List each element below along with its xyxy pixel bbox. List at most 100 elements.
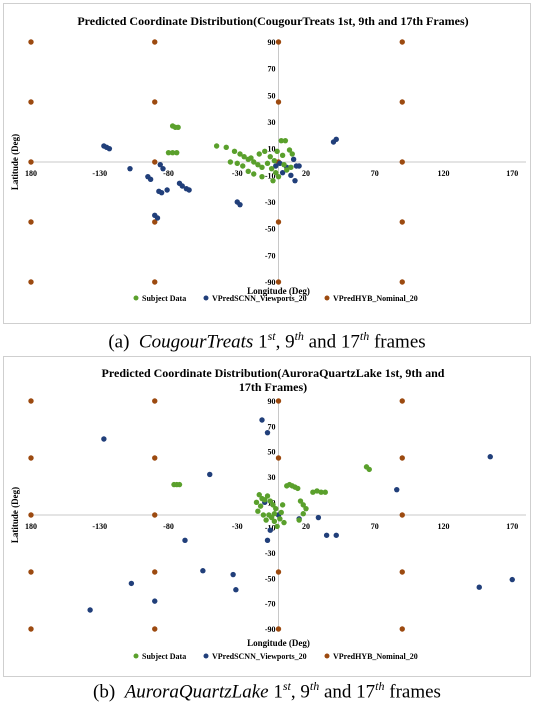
subject-data-point: [278, 509, 284, 516]
x-tick-label: 170: [506, 169, 518, 178]
subject-data-point: [318, 489, 324, 495]
y-tick-label: -30: [265, 198, 276, 207]
vpredhyb-point: [28, 512, 34, 518]
subject-data-point: [296, 517, 302, 523]
y-tick-label: 90: [268, 397, 276, 406]
vpredhyb-point: [275, 39, 282, 45]
vpredscnn-point: [279, 169, 286, 176]
subject-data-point: [279, 502, 286, 508]
legend-marker-vpredhyb: [324, 653, 330, 659]
vpredhyb-point: [152, 398, 158, 404]
vpredscnn-point: [160, 165, 166, 172]
caption-sup-2: th: [294, 329, 304, 343]
vpredhyb-point: [28, 159, 34, 165]
x-tick-label: -30: [232, 169, 243, 178]
vpredhyb-point: [399, 39, 405, 45]
legend-marker-subject-data: [133, 653, 139, 659]
vpredscnn-point: [158, 189, 165, 196]
chart-title: Predicted Coordinate Distribution(Aurora…: [102, 366, 445, 380]
vpredhyb-point: [399, 99, 405, 105]
caption-sup-3: th: [359, 329, 370, 343]
y-tick-label: 30: [268, 118, 276, 127]
vpredscnn-point: [127, 165, 133, 172]
caption-a: (a) CougourTreats 1st, 9th and 17th fram…: [108, 329, 426, 353]
subject-data-point: [273, 169, 279, 176]
vpredhyb-point: [152, 159, 158, 165]
x-tick-label: 180: [25, 169, 37, 178]
subject-data-point: [277, 516, 283, 522]
vpredhyb-point: [275, 99, 282, 105]
vpredscnn-point: [333, 532, 339, 538]
x-tick-label: -80: [163, 169, 174, 178]
subject-data-point: [255, 508, 261, 514]
y-axis-label: Latitude (Deg): [10, 134, 20, 190]
vpredhyb-point: [152, 219, 158, 225]
subject-data-point: [314, 488, 320, 494]
x-tick-label: 120: [438, 169, 450, 178]
vpredscnn-point: [273, 163, 279, 169]
vpredscnn-point: [296, 163, 302, 169]
subject-data-point: [176, 481, 183, 488]
vpredhyb-point: [275, 455, 282, 461]
y-tick-label: 30: [268, 473, 276, 482]
vpredhyb-point: [28, 455, 34, 461]
subject-data-point: [213, 143, 220, 149]
vpredscnn-point: [186, 187, 192, 193]
subject-data-point: [256, 151, 262, 157]
subject-data-point: [227, 159, 234, 165]
caption-frame-2: 9: [285, 331, 295, 353]
y-tick-label: -50: [265, 574, 276, 583]
caption-sup-3: th: [375, 679, 385, 693]
caption-tail: frames: [373, 331, 426, 353]
caption-frame-3: 17: [340, 331, 360, 353]
subject-data-point: [255, 161, 261, 168]
y-tick-label: -70: [265, 251, 276, 260]
subject-data-point: [169, 149, 176, 156]
x-tick-label: -130: [92, 522, 107, 531]
subject-data-point: [282, 137, 289, 144]
subject-data-point: [286, 147, 293, 153]
y-tick-label: -10: [265, 171, 276, 180]
vpredscnn-point: [267, 527, 273, 533]
legend-marker-vpredscnn: [203, 653, 209, 659]
vpredhyb-point: [28, 39, 34, 45]
subject-data-point: [284, 167, 290, 173]
vpredhyb-point: [28, 398, 34, 404]
subject-data-point: [267, 498, 273, 504]
vpredscnn-point: [290, 156, 297, 163]
x-tick-label: 70: [371, 522, 379, 531]
subject-data-point: [274, 148, 280, 155]
y-tick-label: 10: [268, 145, 276, 154]
x-tick-label: 20: [302, 522, 310, 531]
y-tick-label: 70: [268, 422, 276, 431]
vpredscnn-point: [157, 161, 163, 168]
subject-data-point: [268, 165, 275, 172]
subject-data-point: [165, 149, 172, 156]
vpredhyb-point: [399, 455, 405, 461]
subject-data-point: [366, 466, 372, 473]
vpredhyb-point: [399, 219, 405, 225]
vpredscnn-point: [264, 429, 271, 436]
y-axis-label: Latitude (Deg): [10, 487, 20, 543]
legend-marker-vpredscnn: [203, 295, 209, 301]
vpredhyb-point: [152, 626, 158, 632]
legend-marker-subject-data: [133, 295, 139, 301]
subject-data-point: [271, 157, 278, 164]
vpredscnn-point: [207, 471, 213, 478]
x-axis-label: Longitude (Deg): [247, 638, 310, 648]
subject-data-point: [270, 177, 276, 184]
subject-data-point: [175, 124, 181, 131]
subject-data-point: [274, 523, 280, 530]
x-tick-label: 120: [438, 522, 450, 531]
vpredhyb-point: [399, 626, 405, 632]
chart-title: Predicted Coordinate Distribution(Cougou…: [77, 14, 468, 28]
subject-data-point: [281, 161, 287, 168]
subject-data-point: [263, 517, 269, 523]
caption-and: and: [323, 681, 352, 703]
vpredhyb-point: [275, 569, 282, 575]
vpredscnn-point: [128, 580, 135, 587]
vpredscnn-point: [476, 584, 482, 590]
vpredscnn-point: [152, 598, 158, 604]
subject-data-point: [259, 173, 265, 180]
vpredhyb-point: [28, 279, 34, 285]
